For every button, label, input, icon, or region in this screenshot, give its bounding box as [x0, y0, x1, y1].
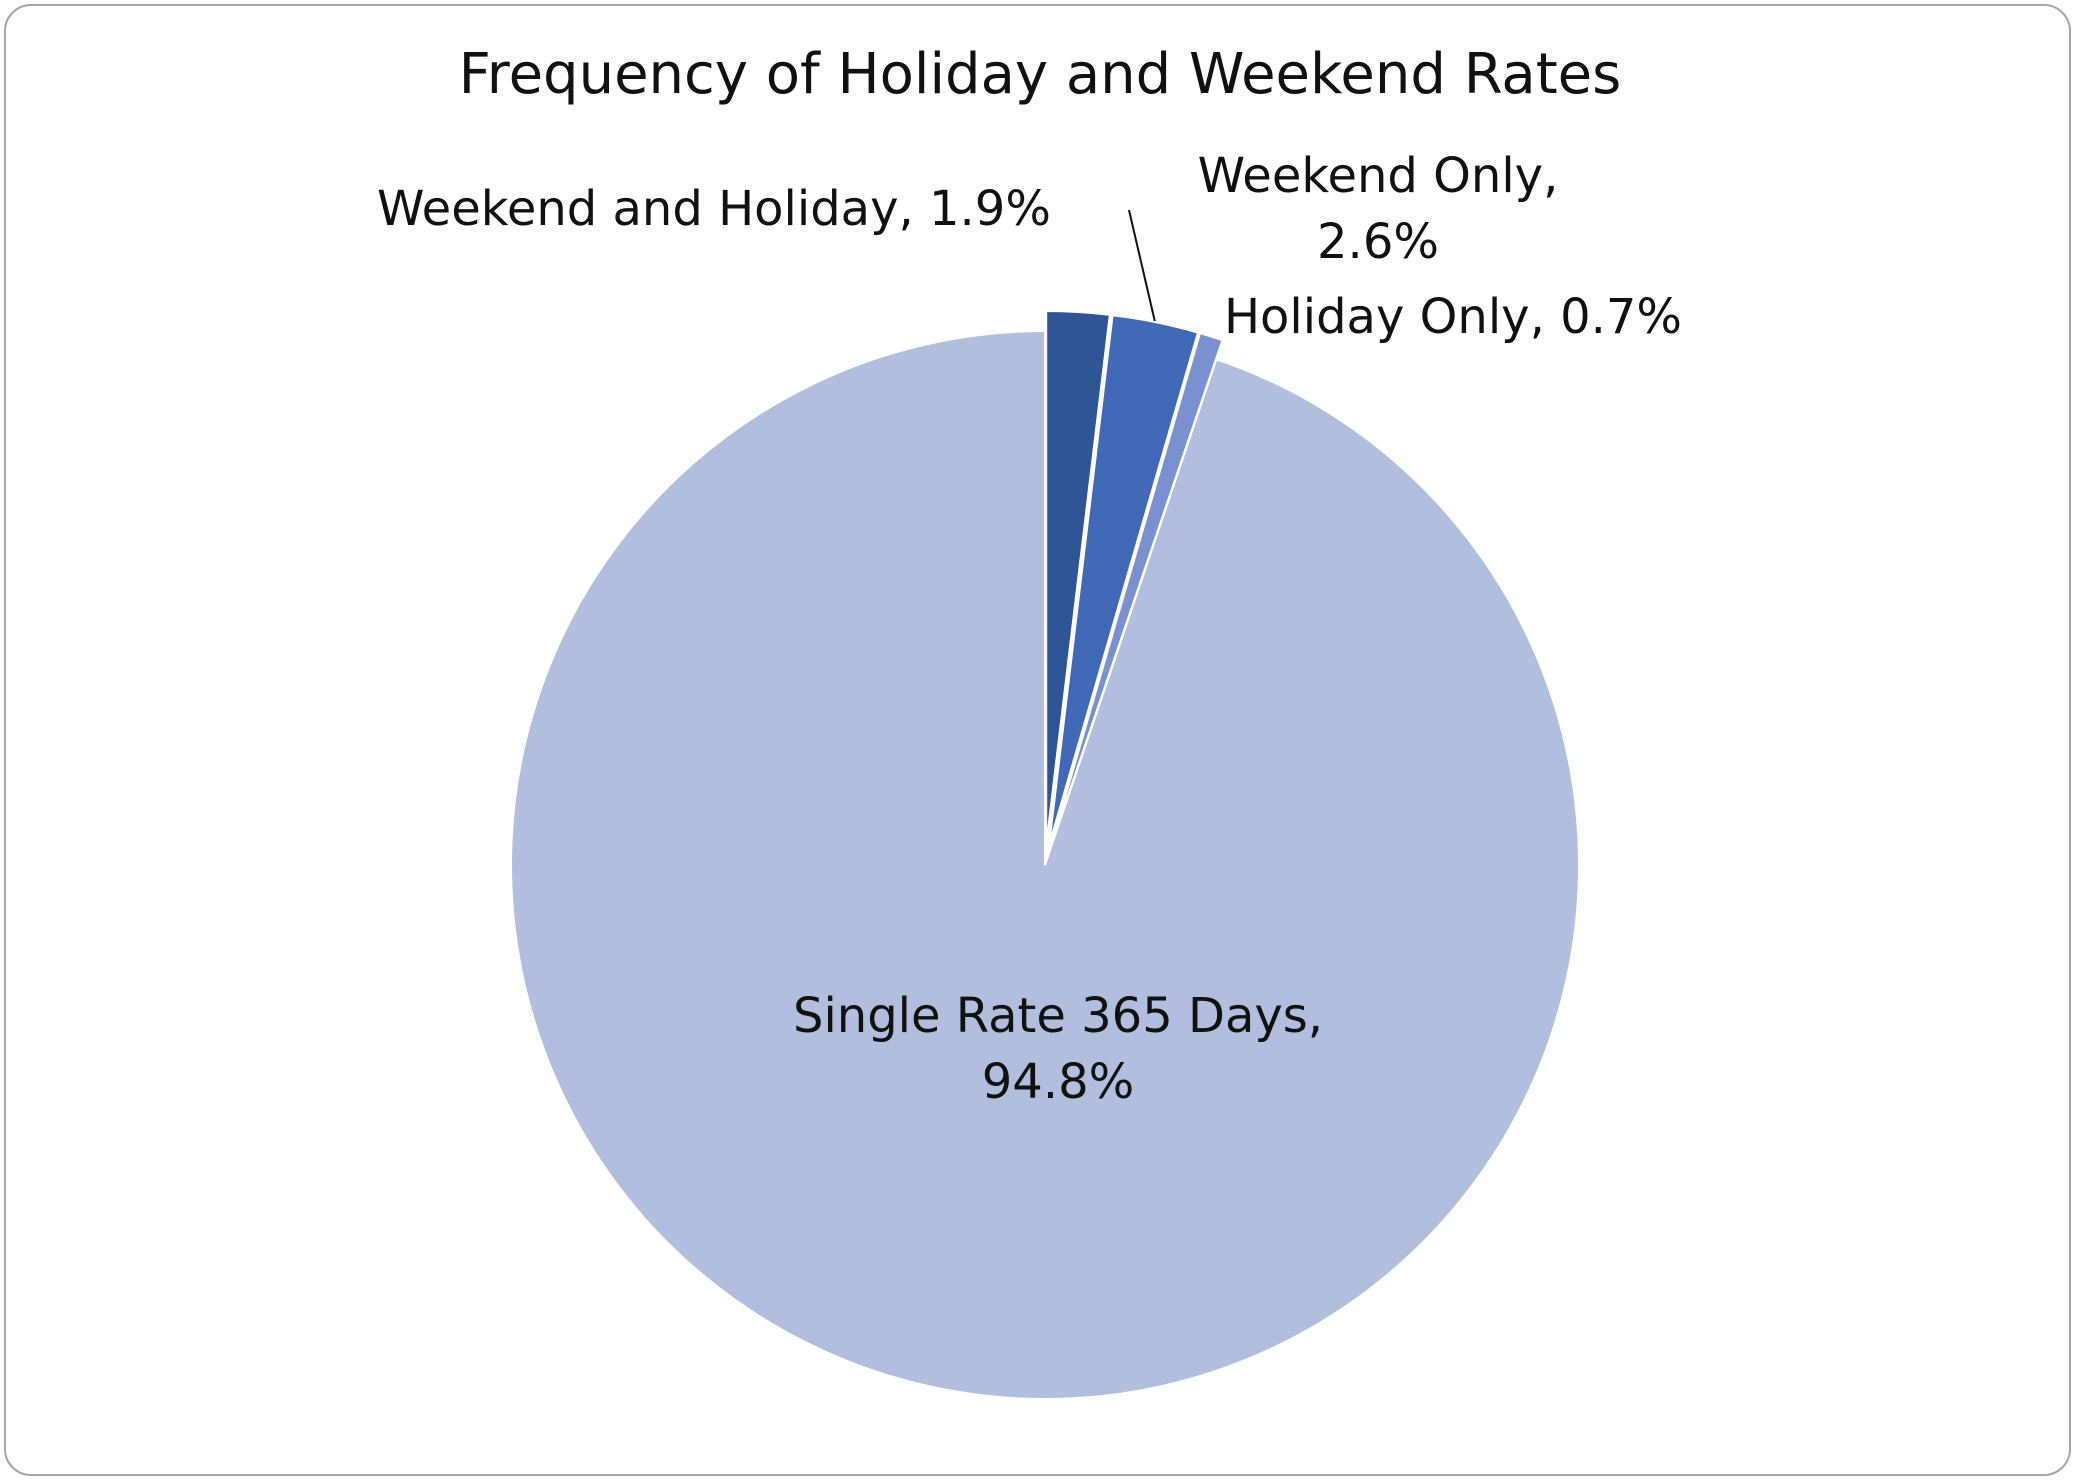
data-label: Weekend Only, 2.6% — [1198, 148, 1559, 270]
pie-slice — [1045, 310, 1111, 846]
data-label: Holiday Only, 0.7% — [1224, 289, 1682, 345]
leader-line — [1128, 209, 1156, 323]
pie-slice — [1050, 331, 1224, 847]
chart-title: Frequency of Holiday and Weekend Rates — [459, 42, 1622, 107]
data-label: Weekend and Holiday, 1.9% — [377, 181, 1051, 237]
pie-slice — [1047, 314, 1200, 846]
pie-slice — [510, 329, 1580, 1400]
data-label: Single Rate 365 Days, 94.8% — [793, 988, 1323, 1110]
